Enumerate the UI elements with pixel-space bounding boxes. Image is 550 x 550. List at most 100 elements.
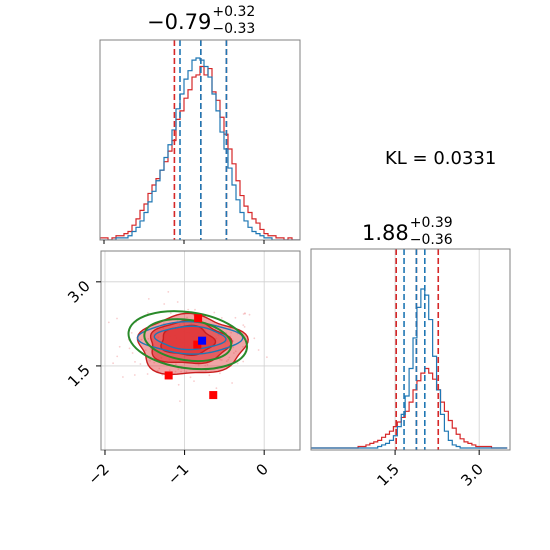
p2-title: 1.88 +0.39 −0.36: [362, 216, 453, 247]
scatter-point: [175, 363, 177, 366]
scatter-point: [213, 311, 216, 314]
p2-x-tick-label: 3.0: [457, 460, 487, 490]
density-contour-line: [149, 319, 233, 365]
scatter-point: [243, 326, 246, 328]
p1-title: −0.79 +0.32 −0.33: [147, 5, 255, 36]
p2-reference-histogram-line: [311, 367, 508, 449]
scatter-point: [133, 374, 136, 376]
scatter-point: [131, 352, 134, 354]
joint-x-tick-label: −2: [84, 460, 112, 488]
kl-divergence-label: KL = 0.0331: [385, 148, 497, 169]
p1-reference-histogram-line: [100, 65, 300, 240]
scatter-point: [204, 364, 207, 367]
scatter-point: [146, 373, 149, 375]
density-contour-line: [136, 312, 249, 376]
scatter-point: [180, 370, 183, 373]
comparison-contour-line: [136, 320, 244, 355]
scatter-point: [107, 321, 110, 324]
p1-title-value: −0.79: [147, 10, 212, 34]
scatter-point: [234, 316, 237, 319]
scatter-point: [186, 316, 188, 319]
joint-y-tick-label: 3.0: [64, 277, 94, 307]
p2-reference-histogram: [311, 367, 508, 449]
gaussian-ellipses: [127, 310, 249, 371]
p1-comparison-histogram: [100, 57, 300, 240]
joint-y-ticks: 1.5 3.0: [64, 277, 101, 391]
scatter-point: [189, 376, 192, 379]
scatter-point: [149, 347, 152, 350]
p2-x-tick-label: 1.5: [373, 460, 403, 490]
scatter-point: [176, 301, 179, 303]
joint-x-tick-label: 0: [253, 460, 272, 479]
scatter-point: [232, 340, 235, 342]
p2-panel-frame: [310, 248, 511, 451]
scatter-point: [194, 308, 196, 311]
scatter-point: [147, 298, 150, 300]
joint-panel-frame: [100, 250, 301, 451]
p2-quantile-lines: [395, 249, 440, 450]
scatter-point: [128, 347, 131, 350]
scatter-point: [177, 368, 180, 371]
p1-reference-histogram: [100, 65, 300, 240]
p2-x-ticks: 1.5 3.0: [373, 450, 487, 490]
gaussian-ellipse: [127, 310, 249, 371]
scatter-point: [230, 331, 233, 334]
red-square-marker: [209, 391, 218, 400]
scatter-point: [234, 350, 237, 353]
scatter-point: [162, 322, 165, 325]
scatter-point: [242, 360, 245, 363]
scatter-point: [227, 358, 230, 361]
scatter-point: [232, 346, 235, 349]
scatter-point: [147, 338, 150, 340]
scatter-point: [197, 364, 200, 367]
scatter-point: [228, 356, 231, 359]
scatter-point: [220, 359, 223, 361]
scatter-point: [193, 380, 195, 382]
scatter-point: [242, 313, 245, 315]
blue-square-marker: [198, 336, 207, 345]
scatter-point: [266, 356, 268, 359]
scatter-point: [220, 317, 223, 319]
scatter-point: [219, 358, 222, 361]
scatter-point: [225, 360, 228, 363]
scatter-point: [185, 370, 188, 373]
p1-title-lower: −0.33: [212, 21, 256, 37]
scatter-point: [112, 362, 114, 365]
scatter-point: [242, 324, 245, 326]
scatter-point: [144, 349, 147, 352]
scatter-point: [118, 345, 121, 348]
scatter-point: [139, 363, 142, 365]
red-square-marker: [164, 371, 173, 380]
scatter-point: [244, 312, 246, 315]
scatter-point: [257, 349, 260, 351]
scatter-point: [130, 332, 133, 334]
scatter-point: [187, 308, 190, 311]
p2-title-upper: +0.39: [409, 215, 453, 231]
scatter-point: [116, 355, 119, 358]
p2-comparison-histogram: [311, 288, 508, 449]
scatter-point: [158, 367, 161, 370]
scatter-point: [219, 372, 221, 375]
scatter-point: [122, 376, 124, 378]
joint-x-ticks: −2 −1 0: [84, 450, 272, 488]
p2-title-lower: −0.36: [409, 232, 453, 248]
p2-marginal-panel: 1.5 3.0: [310, 248, 511, 490]
comparison-contours: [136, 320, 244, 355]
scatter-point: [146, 312, 149, 314]
p1-quantile-lines: [173, 40, 228, 240]
scatter-point: [153, 361, 156, 364]
scatter-point: [169, 312, 172, 315]
p2-grid: [394, 249, 480, 450]
gaussian-ellipse: [143, 318, 233, 363]
scatter-point: [179, 400, 181, 402]
joint-y-tick-label: 1.5: [64, 361, 94, 391]
p2-comparison-histogram-line: [311, 288, 508, 449]
red-square-marker: [194, 314, 203, 323]
scatter-point: [134, 361, 136, 363]
scatter-point: [231, 382, 234, 384]
scatter-point: [233, 352, 235, 354]
scatter-point: [140, 338, 143, 341]
joint-density-panel: −2 −1 0 1.5 3.0: [64, 250, 301, 488]
scatter-point: [149, 360, 152, 362]
scatter-point: [253, 337, 256, 340]
